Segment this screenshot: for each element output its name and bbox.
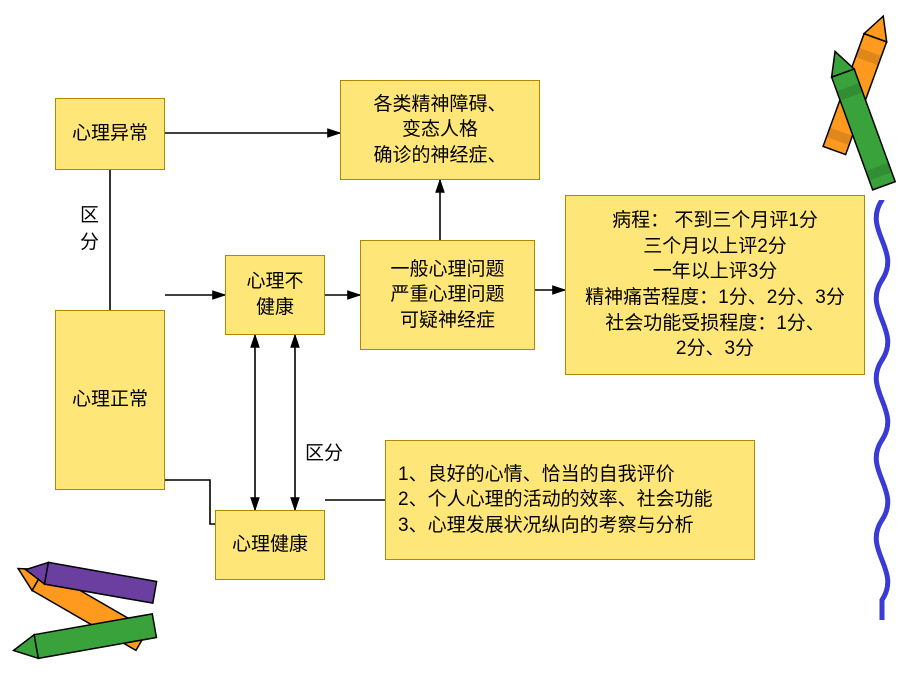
label-distinguish-vertical: 区分 (80, 200, 99, 254)
node-criteria-text: 1、良好的心情、恰当的自我评价2、个人心理的活动的效率、社会功能3、心理发展状况… (398, 462, 713, 539)
node-criteria: 1、良好的心情、恰当的自我评价2、个人心理的活动的效率、社会功能3、心理发展状况… (385, 440, 755, 560)
node-disorders: 各类精神障碍、变态人格确诊的神经症、 (340, 80, 540, 180)
node-healthy: 心理健康 (215, 510, 325, 580)
node-normal: 心理正常 (55, 310, 165, 490)
node-scoring-text: 病程： 不到三个月评1分三个月以上评2分一年以上评3分精神痛苦程度：1分、2分、… (585, 208, 845, 362)
node-unhealthy-text: 心理不健康 (246, 269, 303, 320)
node-normal-text: 心理正常 (72, 387, 148, 413)
node-problems: 一般心理问题严重心理问题可疑神经症 (360, 240, 535, 350)
node-abnormal-text: 心理异常 (72, 121, 148, 147)
crayon-decoration-top-right (800, 10, 920, 210)
node-problems-text: 一般心理问题严重心理问题可疑神经症 (390, 257, 504, 334)
node-disorders-text: 各类精神障碍、变态人格确诊的神经症、 (373, 92, 506, 169)
node-healthy-text: 心理健康 (232, 532, 308, 558)
crayon-decoration-bottom-left (0, 540, 180, 680)
node-abnormal: 心理异常 (55, 98, 165, 170)
squiggle-decoration-right (862, 200, 902, 620)
label-distinguish-horizontal: 区分 (305, 438, 343, 465)
node-unhealthy: 心理不健康 (225, 255, 325, 335)
node-scoring: 病程： 不到三个月评1分三个月以上评2分一年以上评3分精神痛苦程度：1分、2分、… (565, 195, 865, 375)
